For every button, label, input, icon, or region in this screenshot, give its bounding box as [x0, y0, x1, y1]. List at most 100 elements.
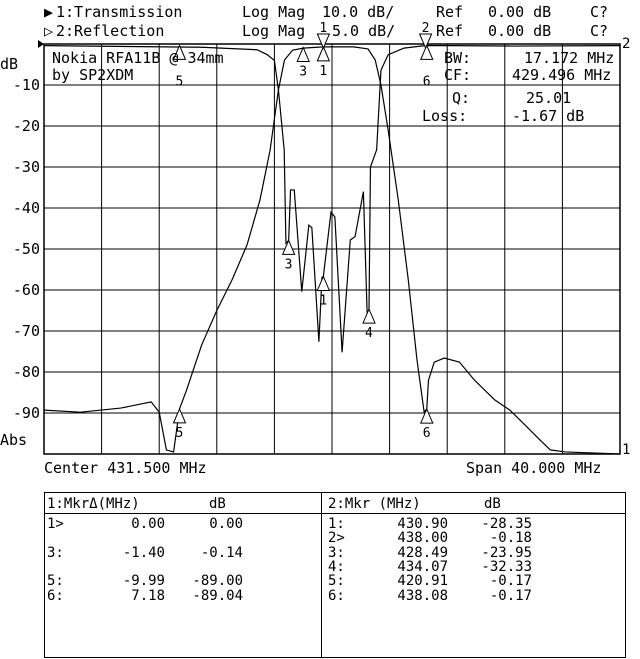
marker-triangle-icon [316, 45, 331, 62]
marker-frequency: 430.90 [397, 516, 448, 532]
trace-end-label: 2 [622, 36, 630, 52]
y-tick-label: -20 [12, 117, 40, 135]
y-tick-label: -70 [12, 322, 40, 340]
trace2-scale: 5.0 dB/ [332, 22, 396, 40]
marker-label: 3 [285, 257, 293, 272]
y-unit-label: dB [0, 55, 19, 73]
marker-id: 1: [328, 516, 345, 532]
bw-value: 17.172 MHz [524, 49, 615, 67]
marker-frequency: 0.00 [131, 516, 165, 532]
marker-id: 1> [47, 516, 64, 532]
cf-label: CF: [444, 66, 472, 84]
trace-end-label: 1 [622, 442, 630, 458]
trace2-inactive-icon: ▷ [44, 22, 54, 40]
y-tick-label: -80 [12, 363, 40, 381]
marker-label: 5 [176, 74, 184, 89]
span-frequency[interactable]: Span 40.000 MHz [466, 459, 602, 477]
marker-db: 0.00 [209, 516, 243, 532]
trace1-ref-label: Ref [436, 3, 464, 21]
reference-level-icon [38, 40, 44, 48]
marker-triangle-icon [419, 44, 434, 60]
marker-frequency: 7.18 [131, 587, 165, 604]
loss-label: Loss: [422, 107, 468, 125]
active-marker-label: 1 [319, 21, 327, 36]
cf-value: 429.496 MHz [512, 66, 612, 84]
marker-id: 3: [328, 544, 345, 561]
marker-id: 3: [47, 544, 64, 561]
marker-label: 3 [299, 64, 307, 79]
marker-label: 6 [423, 426, 431, 441]
marker-label: 1 [319, 293, 327, 308]
trace2-table-unit: dB [484, 496, 501, 512]
divider [322, 513, 625, 514]
marker-id: 6: [328, 587, 345, 604]
trace1-scale: 10.0 dB/ [322, 3, 395, 21]
divider [45, 513, 321, 514]
y-tick-label: -60 [12, 281, 40, 299]
loss-value: -1.67 dB [512, 107, 585, 125]
trace1-flag: C? [590, 3, 609, 21]
trace1-table-header: 1:MkrΔ(MHz) [47, 496, 140, 512]
marker-triangle-icon [172, 407, 187, 424]
marker-id: 5: [47, 573, 64, 590]
marker-label: 6 [423, 74, 431, 89]
y-tick-label: -30 [12, 158, 40, 176]
y-tick-label: -40 [12, 199, 40, 217]
marker-triangle-icon [281, 239, 296, 255]
marker-id: 4: [328, 558, 345, 575]
marker-triangle-icon [316, 275, 331, 291]
marker-frequency: 428.49 [397, 544, 448, 561]
q-value: 25.01 [526, 89, 572, 107]
marker-triangle-icon [172, 44, 187, 60]
annotation-line1: Nokia RFA11B @ 34mm [52, 49, 224, 67]
marker-db: -23.95 [481, 544, 532, 561]
marker-triangle-icon [419, 407, 434, 424]
marker-frequency: 438.08 [397, 587, 448, 604]
marker-table: 1:MkrΔ(MHz) dB 1> 0.00 0.00 3: -1.40 -0.14 5: -… [44, 492, 626, 658]
marker-frequency: 420.91 [397, 573, 448, 590]
y-tick-label: -90 [12, 404, 40, 422]
marker-db: -32.33 [481, 558, 532, 575]
active-marker-label: 2 [422, 21, 430, 36]
marker-id: 5: [328, 573, 345, 590]
trace1-marker-panel: 1:MkrΔ(MHz) dB 1> 0.00 0.00 3: -1.40 -0.14 5: -… [45, 493, 322, 657]
marker-label: 4 [365, 326, 373, 341]
y-tick-label: -50 [12, 240, 40, 258]
trace2-flag: C? [590, 22, 609, 40]
marker-id: 2> [328, 530, 345, 547]
trace2-ref-label: Ref [436, 22, 464, 40]
marker-id: 6: [47, 587, 64, 604]
marker-db: -89.00 [192, 573, 243, 590]
center-frequency[interactable]: Center 431.500 MHz [44, 459, 207, 477]
marker-label: 5 [176, 426, 184, 441]
marker-frequency: 434.07 [397, 558, 448, 575]
marker-triangle-icon [296, 46, 310, 62]
marker-db: -89.04 [192, 587, 243, 604]
trace1-label[interactable]: 1:Transmission [56, 3, 183, 21]
marker-db: -0.14 [200, 544, 243, 561]
trace1-format: Log Mag [242, 3, 306, 21]
q-label: Q: [452, 89, 471, 107]
trace1-active-icon: ▶ [44, 3, 54, 21]
annotation-line2: by SP2XDM [52, 66, 134, 84]
marker-db: -0.17 [489, 587, 532, 604]
bw-label: BW: [444, 49, 472, 67]
active-marker-icon [316, 33, 331, 50]
active-marker-icon [418, 33, 433, 50]
marker-frequency: -1.40 [122, 544, 165, 561]
trace2-table-header: 2:Mkr (MHz) [328, 496, 421, 512]
marker-label: 1 [319, 64, 327, 79]
trace2-format: Log Mag [242, 22, 306, 40]
trace2-label[interactable]: 2:Reflection [56, 22, 165, 40]
marker-db: -0.18 [489, 530, 532, 547]
y-tick-label: -10 [12, 76, 40, 94]
trace1-ref: 0.00 dB [488, 3, 552, 21]
trace2-marker-panel: 2:Mkr (MHz) dB 1: 430.90 -28.35 2> 438.00 -0.… [322, 493, 625, 657]
marker-triangle-icon [362, 307, 376, 324]
abs-label: Abs [0, 431, 28, 449]
marker-db: -0.17 [489, 573, 532, 590]
marker-frequency: -9.99 [122, 573, 165, 590]
marker-frequency: 438.00 [397, 530, 448, 547]
marker-db: -28.35 [481, 516, 532, 532]
